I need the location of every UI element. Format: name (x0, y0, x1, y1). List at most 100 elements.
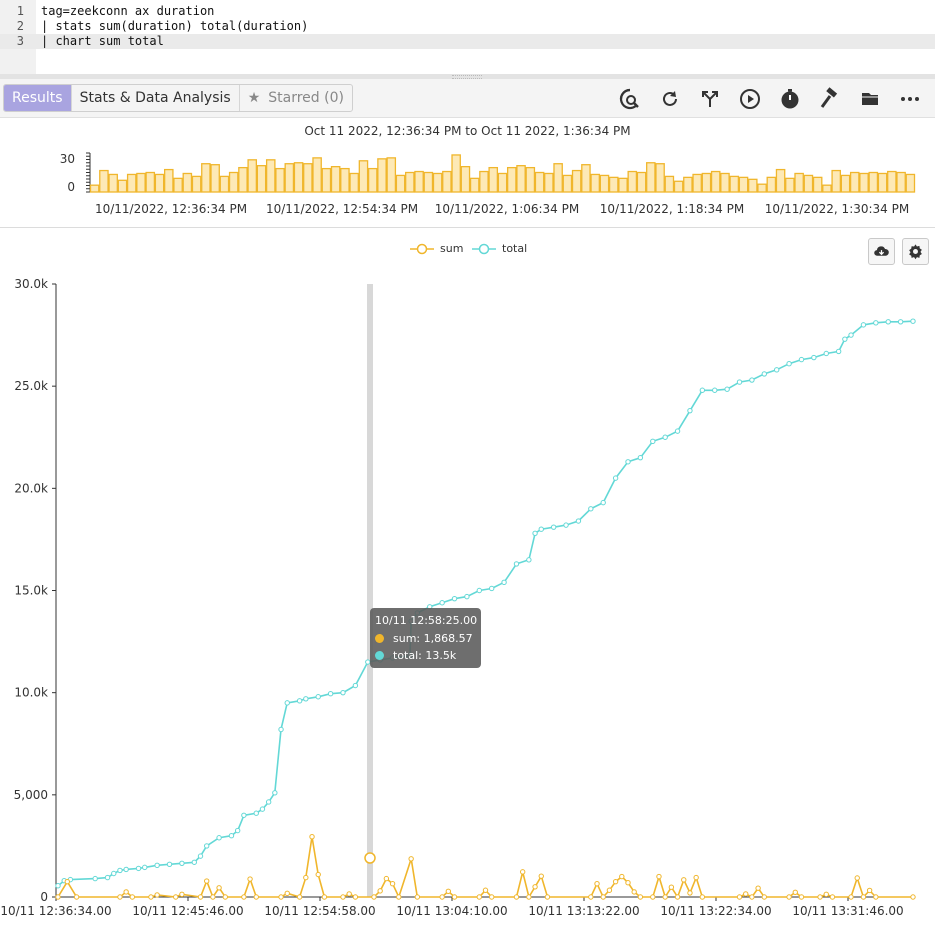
data-point[interactable] (476, 894, 483, 900)
hist-bar[interactable] (321, 167, 332, 193)
hist-bar[interactable] (701, 172, 712, 193)
hist-bar[interactable] (896, 171, 906, 193)
hist-bar[interactable] (812, 176, 823, 193)
data-point[interactable] (203, 878, 210, 884)
hist-bar[interactable] (284, 163, 295, 193)
data-point[interactable] (612, 878, 619, 885)
hist-bar[interactable] (673, 180, 684, 193)
data-point[interactable] (117, 867, 123, 874)
hist-bar[interactable] (664, 175, 675, 193)
data-point[interactable] (210, 894, 216, 900)
data-point[interactable] (173, 894, 179, 900)
hist-bar[interactable] (525, 166, 536, 193)
data-point[interactable] (860, 894, 867, 900)
hist-bar[interactable] (405, 171, 415, 193)
data-point[interactable] (197, 894, 204, 900)
data-point[interactable] (135, 865, 142, 872)
hist-bar[interactable] (108, 173, 118, 193)
data-point[interactable] (532, 884, 538, 890)
editor-resize-handle[interactable] (0, 74, 935, 79)
tab-starred[interactable]: ★ Starred (0) (240, 85, 352, 111)
hist-bar[interactable] (720, 172, 730, 193)
hist-bar[interactable] (618, 177, 628, 193)
data-point[interactable] (303, 696, 309, 702)
hist-bar[interactable] (293, 162, 304, 193)
hist-bar[interactable] (905, 173, 916, 193)
hist-bar[interactable] (117, 179, 128, 193)
hist-bar[interactable] (330, 165, 341, 193)
hist-bar[interactable] (534, 171, 545, 193)
data-point[interactable] (575, 518, 582, 524)
hist-bar[interactable] (571, 169, 582, 193)
data-point[interactable] (625, 459, 631, 465)
hist-bar[interactable] (553, 163, 563, 193)
hist-bar[interactable] (182, 172, 193, 193)
data-point[interactable] (860, 322, 867, 328)
data-point[interactable] (699, 387, 706, 393)
hist-bar[interactable] (423, 171, 434, 193)
data-point[interactable] (625, 879, 631, 886)
data-point[interactable] (315, 871, 321, 878)
data-point[interactable] (823, 350, 829, 357)
data-point[interactable] (321, 894, 328, 900)
data-point[interactable] (662, 894, 668, 900)
data-point[interactable] (383, 875, 390, 882)
hist-bar[interactable] (201, 163, 211, 193)
hist-bar[interactable] (803, 174, 814, 193)
play-icon[interactable] (738, 87, 762, 111)
data-point[interactable] (111, 870, 117, 877)
data-point[interactable] (736, 379, 743, 385)
hist-bar[interactable] (581, 164, 591, 193)
data-point[interactable] (588, 894, 594, 900)
data-point[interactable] (55, 894, 61, 900)
hist-bar[interactable] (414, 170, 424, 193)
data-point[interactable] (544, 894, 551, 900)
data-point[interactable] (64, 878, 70, 885)
hist-bar[interactable] (358, 160, 369, 193)
data-point[interactable] (482, 887, 489, 893)
data-point[interactable] (755, 885, 761, 891)
hist-bar[interactable] (479, 170, 489, 193)
data-point[interactable] (408, 856, 414, 862)
hist-bar[interactable] (275, 167, 285, 193)
data-point[interactable] (798, 894, 805, 900)
data-point[interactable] (371, 894, 377, 900)
hist-bar[interactable] (126, 173, 137, 193)
data-point[interactable] (259, 806, 266, 812)
data-point[interactable] (848, 332, 854, 338)
hist-bar[interactable] (590, 173, 600, 193)
data-point[interactable] (761, 371, 768, 377)
data-point[interactable] (278, 726, 284, 733)
hist-bar[interactable] (228, 171, 239, 193)
data-point[interactable] (464, 593, 470, 600)
hist-bar[interactable] (469, 177, 480, 193)
hist-bar[interactable] (608, 176, 619, 193)
data-point[interactable] (823, 891, 829, 898)
data-point[interactable] (451, 595, 458, 602)
hist-bar[interactable] (729, 175, 740, 193)
data-point[interactable] (166, 861, 173, 868)
hist-bar[interactable] (747, 178, 758, 193)
data-point[interactable] (538, 873, 544, 879)
hist-bar[interactable] (349, 172, 359, 193)
data-point[interactable] (866, 887, 873, 894)
data-point[interactable] (538, 526, 544, 532)
data-point[interactable] (687, 407, 693, 414)
data-point[interactable] (253, 810, 259, 816)
line-chart[interactable]: 0 5,000 10.0k 15.0k 20.0k 25.0k 30.0k 10/11 12… (0, 270, 935, 927)
data-point[interactable] (897, 319, 904, 325)
code-text[interactable]: tag=zeekconn ax duration (41, 4, 215, 18)
data-point[interactable] (340, 689, 346, 696)
hist-bar[interactable] (460, 165, 471, 193)
data-point[interactable] (662, 434, 668, 440)
data-point[interactable] (179, 891, 185, 898)
data-point[interactable] (743, 891, 749, 897)
legend-item-total[interactable]: total (472, 242, 527, 255)
hist-bar[interactable] (164, 168, 174, 193)
query-editor[interactable]: 1 tag=zeekconn ax duration 2 | stats sum… (0, 0, 935, 76)
data-point[interactable] (340, 894, 346, 900)
hist-bar[interactable] (451, 154, 461, 193)
data-point[interactable] (73, 894, 80, 900)
hist-bar[interactable] (516, 165, 526, 193)
data-point[interactable] (786, 360, 792, 367)
